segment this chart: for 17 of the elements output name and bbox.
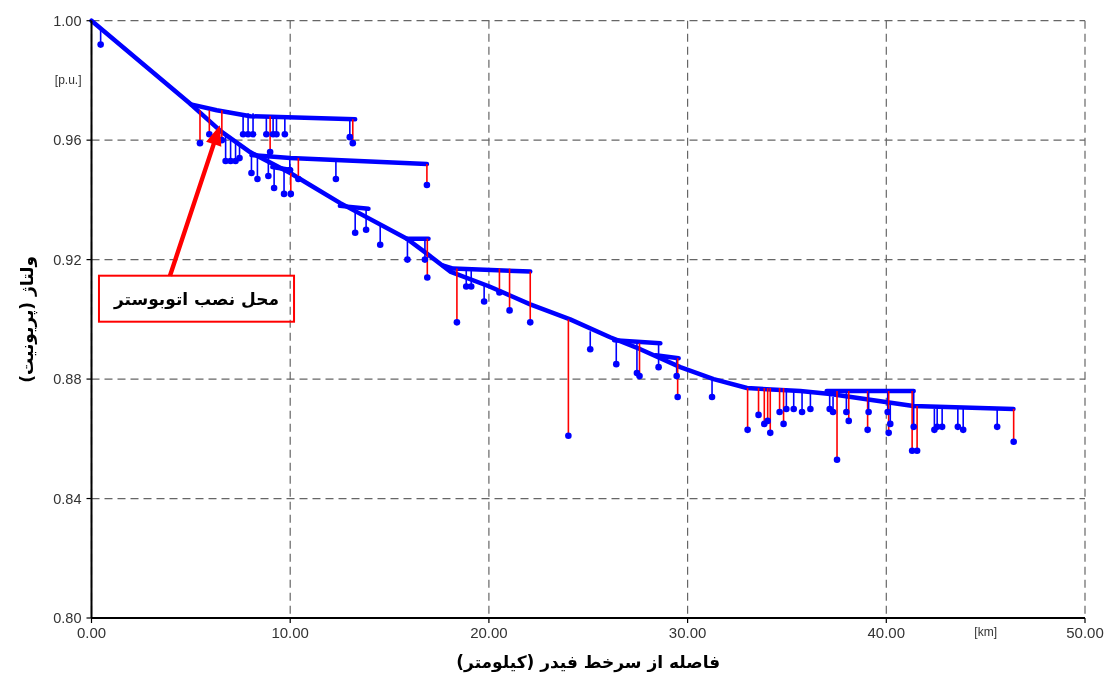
text: [km] [974,625,997,639]
x-tick-label: 20.00 [470,623,508,641]
x-tick-label: 30.00 [668,623,707,641]
x-tick-label: 50.00 [1066,623,1104,641]
y-tick-label: 0.80 [53,610,82,626]
x-tick-label: 10.00 [271,623,309,641]
y-tick-label: 0.84 [53,490,82,507]
y-tick-label: 0.96 [53,132,82,149]
y-tick-label: 1.00 [53,12,82,29]
annotation: محل نصب اتوبوستر [112,288,280,310]
y-tick-label: 0.92 [53,251,82,268]
x-tick-label: 0.00 [76,623,107,641]
y-axis-title: ولتاژ (پریونیت) [17,255,38,383]
text: [p.u.] [54,73,82,88]
x-axis-title: فاصله از سرخط فیدر (کیلومتر) [456,652,721,673]
x-tick-label: 40.00 [867,623,906,641]
y-tick-label: 0.88 [53,371,82,388]
